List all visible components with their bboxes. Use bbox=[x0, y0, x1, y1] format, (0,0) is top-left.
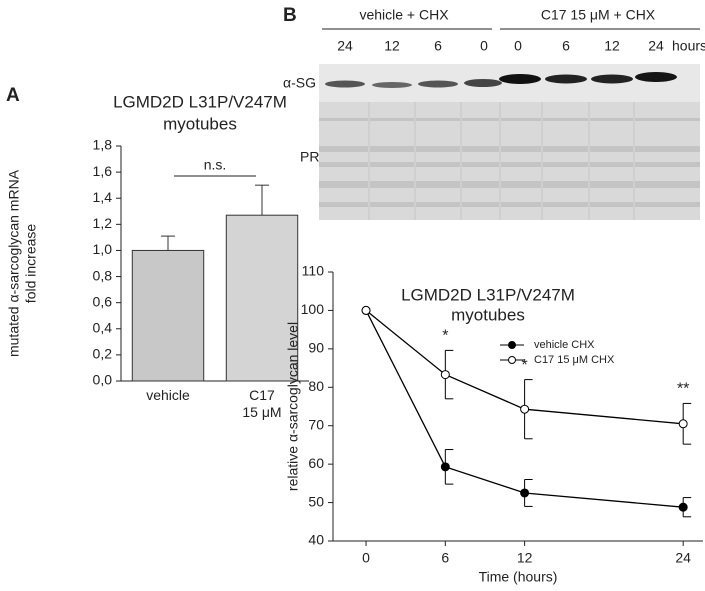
y-tick-label: 0,0 bbox=[93, 372, 113, 388]
y-tick-label: 80 bbox=[308, 378, 324, 394]
y-tick-label: 100 bbox=[301, 301, 325, 317]
annotation: ** bbox=[677, 381, 689, 398]
y-tick-label: 1,4 bbox=[93, 189, 113, 205]
lane-label: 6 bbox=[562, 38, 570, 54]
x-tick-label: C17 15 μM bbox=[242, 387, 282, 420]
lane-label: 12 bbox=[384, 38, 400, 54]
y-tick-label: 0,2 bbox=[93, 346, 113, 362]
lane-label: 6 bbox=[434, 38, 442, 54]
panel-label: A bbox=[6, 85, 20, 106]
y-tick-label: 110 bbox=[302, 263, 325, 279]
y-tick-label: 0,8 bbox=[93, 267, 113, 283]
legend-label: C17 15 μM CHX bbox=[534, 354, 615, 366]
y-tick-label: 0,4 bbox=[93, 319, 113, 335]
unit-label: hours bbox=[672, 38, 705, 54]
y-tick-label: 1,2 bbox=[93, 215, 113, 231]
x-tick-label: 0 bbox=[362, 550, 370, 566]
y-axis-label: relative α-sarcoglycan level bbox=[285, 322, 301, 491]
y-tick-label: 60 bbox=[308, 455, 324, 471]
x-tick-label: 12 bbox=[517, 550, 533, 566]
bar bbox=[225, 214, 299, 382]
y-tick-label: 1,0 bbox=[93, 241, 113, 257]
annotation: * bbox=[521, 357, 527, 374]
x-axis-label: Time (hours) bbox=[479, 569, 558, 585]
x-tick-label-box: C17 15 μM bbox=[242, 387, 282, 420]
x-tick-label: 24 bbox=[675, 550, 691, 566]
legend-marker bbox=[508, 341, 516, 349]
series-line bbox=[365, 309, 684, 425]
group-label: vehicle + CHX bbox=[359, 7, 449, 23]
series-line bbox=[365, 310, 684, 508]
annotation: * bbox=[442, 328, 448, 345]
chart-title: LGMD2D L31P/V247M bbox=[113, 92, 287, 111]
x-tick-label-box: vehicle bbox=[146, 387, 190, 403]
point bbox=[678, 419, 688, 429]
y-tick-label: 50 bbox=[308, 493, 324, 509]
legend-marker bbox=[508, 356, 516, 364]
group-label: C17 15 μM + CHX bbox=[541, 7, 656, 23]
legend-label: vehicle CHX bbox=[534, 339, 595, 351]
point bbox=[440, 370, 450, 380]
point bbox=[361, 305, 371, 315]
lane-label: 0 bbox=[514, 38, 522, 54]
y-axis-label: fold increase bbox=[23, 224, 39, 304]
chart-title: LGMD2D L31P/V247M bbox=[401, 285, 575, 304]
chart-title: myotubes bbox=[163, 114, 237, 133]
blot-image bbox=[319, 64, 700, 220]
y-tick-label: 0,6 bbox=[93, 293, 113, 309]
lane-label: 24 bbox=[648, 38, 664, 54]
point bbox=[440, 462, 450, 472]
point bbox=[520, 404, 530, 414]
lane-label: 12 bbox=[604, 38, 620, 54]
bar bbox=[131, 249, 205, 382]
point bbox=[520, 488, 530, 498]
y-tick-label: 70 bbox=[308, 416, 324, 432]
x-tick-label: 6 bbox=[441, 550, 449, 566]
y-tick-label: 1,8 bbox=[93, 137, 113, 153]
y-axis-label: mutated α-sarcoglycan mRNA bbox=[6, 169, 22, 357]
chart-title: myotubes bbox=[451, 305, 525, 324]
y-tick-label: 1,6 bbox=[93, 163, 113, 179]
row-label: α-SG bbox=[283, 75, 316, 91]
panel-label: B bbox=[283, 5, 297, 26]
lane-label: 0 bbox=[480, 38, 488, 54]
row-label: PR bbox=[300, 149, 319, 165]
lane-label: 24 bbox=[337, 38, 353, 54]
annotation: n.s. bbox=[204, 157, 227, 173]
point bbox=[678, 502, 688, 512]
x-tick-label: vehicle bbox=[146, 387, 190, 403]
y-tick-label: 40 bbox=[308, 532, 324, 548]
y-tick-label: 90 bbox=[308, 340, 324, 356]
